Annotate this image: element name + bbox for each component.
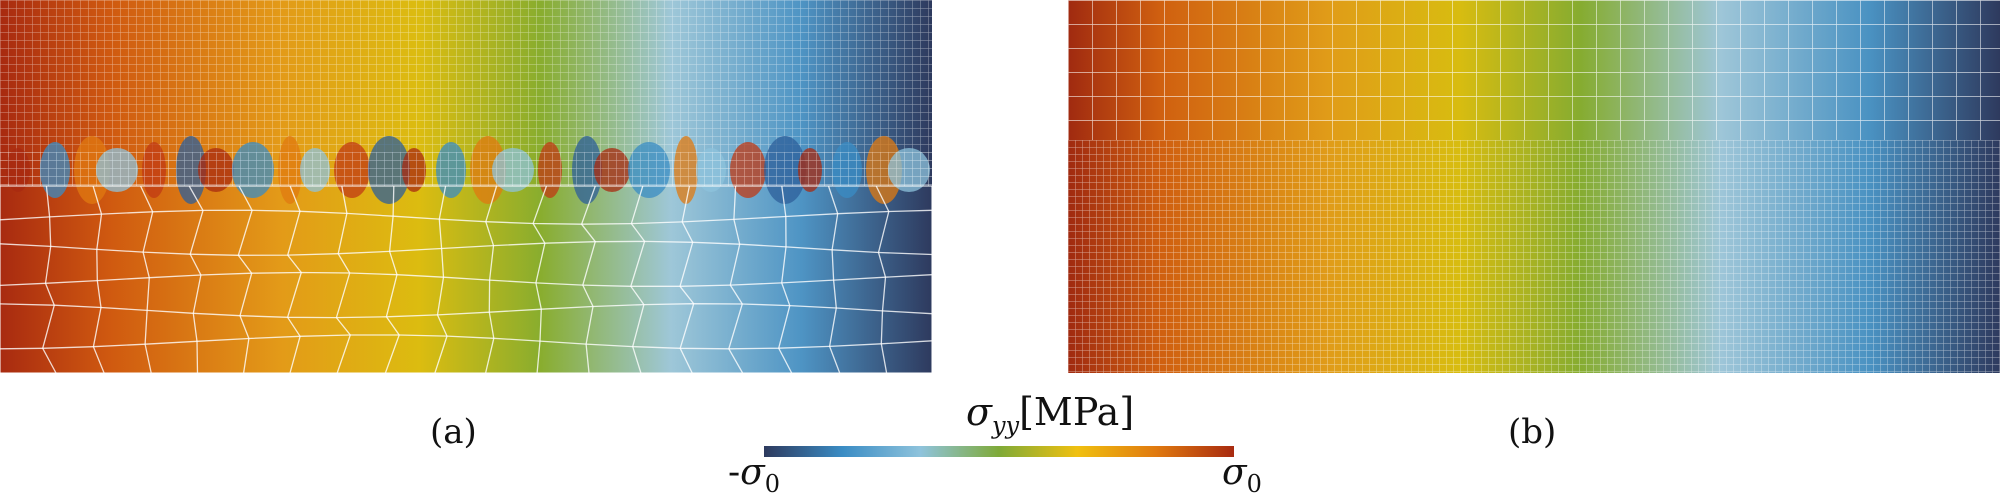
coarse-mesh-line [875, 185, 890, 373]
coarse-mesh-line [42, 185, 57, 373]
coarse-mesh-line [0, 209, 932, 225]
coarse-mesh-line [0, 271, 932, 287]
colorbar-max-label: σ0 [1222, 452, 1262, 498]
colorbar-title-subscript: yy [991, 411, 1020, 440]
colorbar-max-symbol: σ [1222, 452, 1247, 493]
coarse-mesh-line [778, 185, 793, 373]
coarse-mesh-line [827, 185, 841, 373]
colorbar-min-prefix: - [728, 452, 741, 493]
coarse-mesh-line [286, 185, 303, 373]
panel-a-stress-field [0, 0, 932, 373]
colorbar-min-subscript: 0 [764, 470, 781, 498]
colorbar-title-unit: [MPa] [1019, 390, 1135, 434]
coarse-mesh-line [434, 185, 448, 373]
colorbar-title: σyy[MPa] [966, 390, 1134, 440]
coarse-mesh-line [728, 185, 744, 373]
coarse-mesh-line [580, 185, 597, 373]
panel-b-canvas [1068, 0, 2000, 373]
coarse-mesh-line [140, 185, 154, 373]
coarse-mesh-line [0, 303, 932, 319]
colorbar-min-label: -σ0 [728, 452, 780, 498]
coarse-mesh-line [335, 185, 352, 373]
coarse-mesh-line [237, 185, 253, 373]
panel-b-coarse-mesh [1068, 0, 2000, 140]
colorbar [764, 446, 1234, 457]
coarse-mesh-line [92, 185, 105, 373]
coarse-mesh-line [484, 185, 498, 373]
panel-b-fine-mesh [1068, 140, 2000, 373]
panel-a-canvas [0, 0, 932, 373]
coarse-mesh-line [532, 185, 548, 373]
coarse-mesh-line [0, 240, 932, 256]
colorbar-max-subscript: 0 [1246, 470, 1262, 498]
colorbar-min-symbol: σ [740, 452, 765, 493]
panel-b-stress-field [1068, 0, 2000, 373]
coarse-mesh-line [188, 185, 204, 373]
coarse-mesh-line [0, 334, 932, 350]
panel-b-label: (b) [1508, 412, 1557, 452]
coarse-mesh-line [679, 185, 695, 373]
coarse-mesh-line [384, 185, 400, 373]
coarse-mesh-line [630, 185, 646, 373]
panel-a-interface-mesh [0, 152, 932, 186]
panel-a-label: (a) [430, 412, 477, 452]
panel-a-coarse-mesh [0, 185, 932, 373]
colorbar-title-symbol: σ [966, 390, 992, 434]
